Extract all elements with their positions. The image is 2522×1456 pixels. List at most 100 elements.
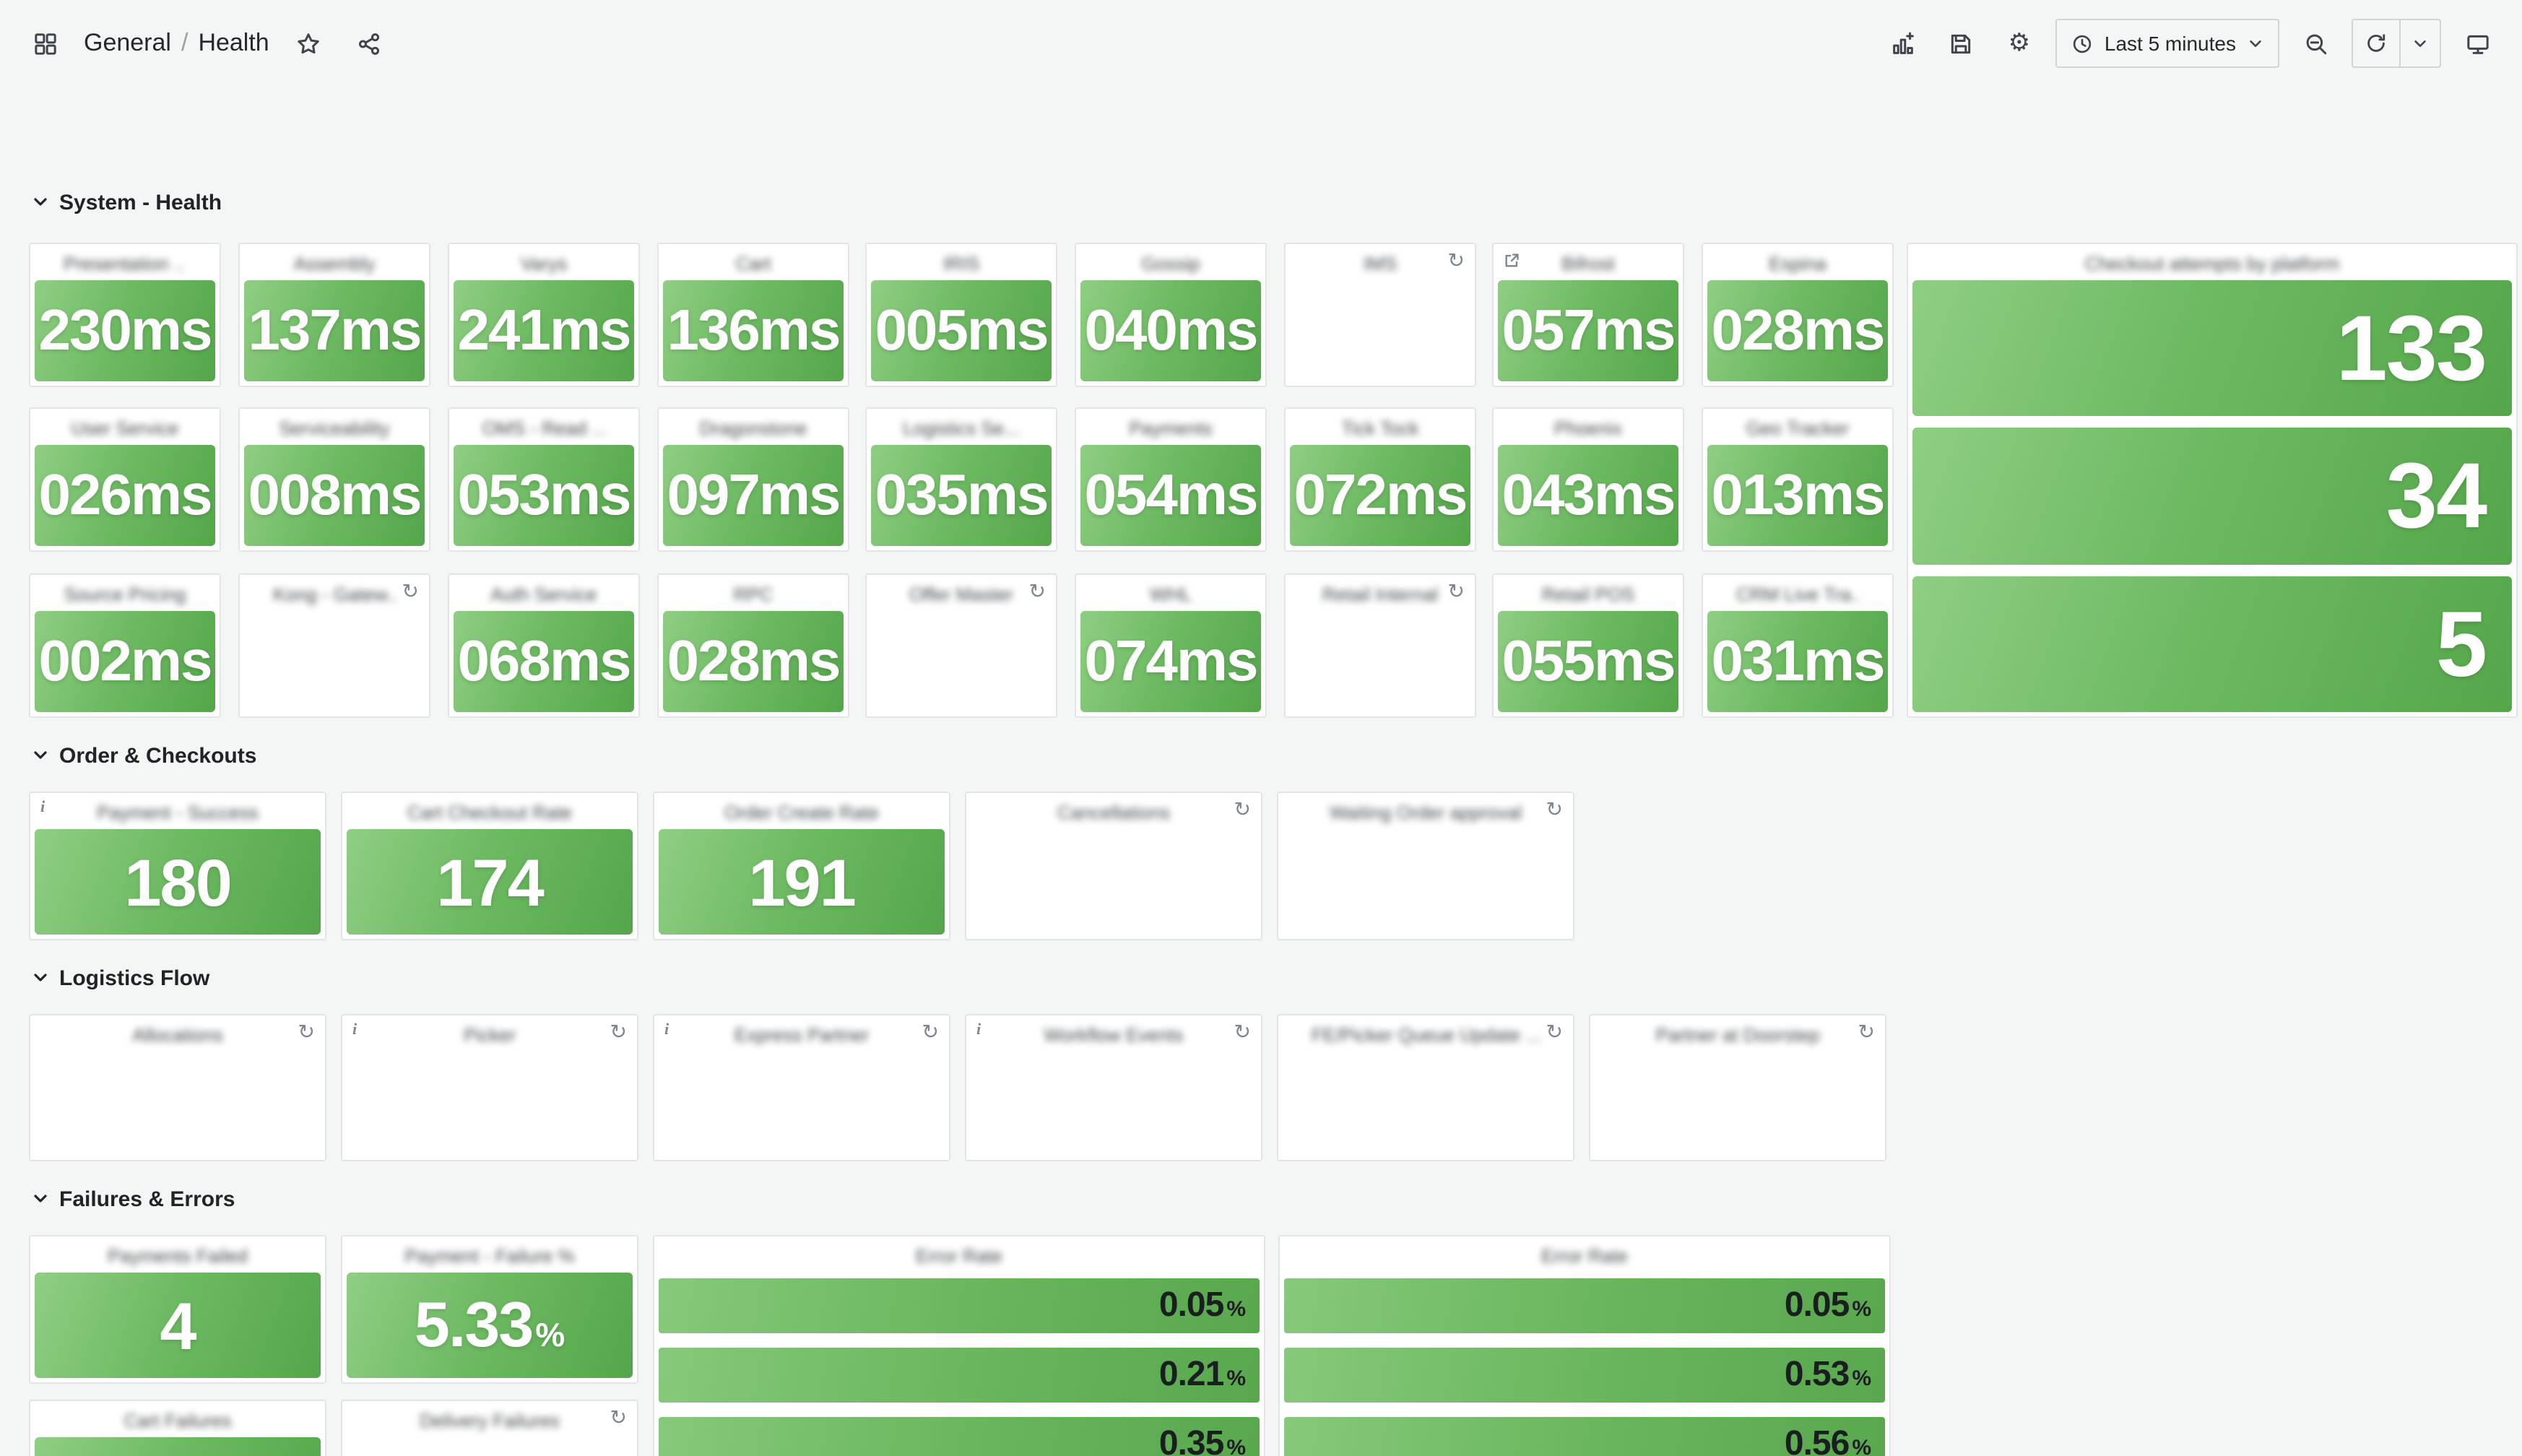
panel-title[interactable]: Delivery Failures [420, 1410, 560, 1431]
panel-title[interactable]: Offer Master [909, 584, 1013, 605]
panel-title[interactable]: Express Partner [734, 1024, 870, 1046]
stat-background: 5.33% [347, 1273, 633, 1378]
panel-title[interactable]: WHL [1150, 584, 1192, 605]
panel-title[interactable]: Partner at Doorstep [1655, 1024, 1820, 1046]
panel-title[interactable]: Serviceability [279, 417, 390, 439]
panel-refresh-icon[interactable]: ↻ [1234, 799, 1251, 822]
panel-body: 241ms [454, 280, 634, 381]
panel-title[interactable]: IRIS [942, 253, 980, 274]
bar-gauge-bar: 0.21% [659, 1348, 1260, 1403]
panel-body: 057ms [1498, 280, 1678, 381]
panel-refresh-icon[interactable]: ↻ [1234, 1021, 1251, 1044]
section-header[interactable]: System - Health [32, 186, 222, 218]
panel-title[interactable]: Varys [520, 253, 568, 274]
external-link-icon[interactable] [1504, 251, 1520, 274]
panel-title[interactable]: Auth Service [490, 584, 597, 605]
section-header[interactable]: Failures & Errors [32, 1183, 235, 1215]
panel-title[interactable]: CRM Live Tra... [1736, 584, 1859, 605]
stat-background: 035ms [871, 445, 1052, 546]
panel-body: 097ms [663, 445, 844, 546]
info-icon[interactable]: i [976, 1021, 982, 1039]
panel-title[interactable]: FE/Picker Queue Update ... [1312, 1024, 1540, 1046]
panel-title[interactable]: Retail Internal [1322, 584, 1439, 605]
panel: Geo Tracker 013ms [1702, 407, 1894, 552]
panel-title[interactable]: Retail POS [1541, 584, 1635, 605]
panel-title[interactable]: User Service [71, 417, 179, 439]
panel-refresh-icon[interactable]: ↻ [298, 1021, 315, 1044]
share-button[interactable] [347, 22, 391, 65]
panel-refresh-icon[interactable]: ↻ [610, 1407, 627, 1430]
panel-title[interactable]: IMS [1363, 253, 1398, 274]
section-header[interactable]: Logistics Flow [32, 962, 209, 994]
panel-title[interactable]: Payment - Failure % [404, 1245, 575, 1267]
chevron-down-icon [2414, 40, 2426, 47]
chevron-down-icon [34, 974, 47, 982]
panel-refresh-icon[interactable]: ↻ [1028, 581, 1046, 604]
refresh-dashboard-button[interactable] [2353, 20, 2399, 66]
dashboard-settings-button[interactable]: ⚙ [1998, 22, 2041, 65]
panel-title[interactable]: Payments [1129, 417, 1213, 439]
panel-title[interactable]: Error Rate [916, 1245, 1002, 1267]
panel-refresh-icon[interactable]: ↻ [1858, 1021, 1875, 1044]
panel-title[interactable]: Payments Failed [108, 1245, 248, 1267]
panel-title[interactable]: Picker [463, 1024, 516, 1046]
panel-title[interactable]: Waiting Order approval [1329, 802, 1522, 823]
panel-title[interactable]: Cart Checkout Rate [407, 802, 573, 823]
panel-title[interactable]: Espina [1769, 253, 1826, 274]
panel-refresh-icon[interactable]: ↻ [402, 581, 419, 604]
zoom-out-time-button[interactable] [2294, 22, 2337, 65]
panel-body: 035ms [871, 445, 1052, 546]
panel-body: 054ms [1080, 445, 1261, 546]
panel-title[interactable]: Workflow Events [1044, 1024, 1184, 1046]
panel-title[interactable]: Kong - Gatew... [273, 584, 396, 605]
panel-refresh-icon[interactable]: ↻ [1546, 799, 1563, 822]
stat-value: 137ms [248, 299, 422, 363]
breadcrumb-folder[interactable]: General [84, 29, 171, 56]
panel-title[interactable]: RPC [733, 584, 774, 605]
panel-title[interactable]: Assembly [293, 253, 376, 274]
panel-refresh-icon[interactable]: ↻ [1447, 581, 1465, 604]
panel-title[interactable]: OMS - Read ... [482, 417, 605, 439]
panel-title[interactable]: Payment - Success [97, 802, 259, 823]
bar-gauge-unit: % [1226, 1366, 1246, 1391]
panel-title[interactable]: Order Create Rate [724, 802, 879, 823]
panel: Dragonstone 097ms [657, 407, 849, 552]
time-range-picker[interactable]: Last 5 minutes [2055, 19, 2279, 68]
panel-title[interactable]: Source Pricing [64, 584, 186, 605]
cycle-view-mode-button[interactable] [2456, 22, 2499, 65]
panel: ↻ Cancellations [965, 792, 1262, 940]
panel-refresh-icon[interactable]: ↻ [922, 1021, 939, 1044]
mega-menu-button[interactable] [23, 22, 66, 65]
panel-title[interactable]: Cancellations [1057, 802, 1171, 823]
panel-title[interactable]: Geo Tracker [1746, 417, 1850, 439]
save-dashboard-button[interactable] [1940, 22, 1983, 65]
panel-title[interactable]: Presentation ... [64, 253, 186, 274]
panel-refresh-icon[interactable]: ↻ [1447, 250, 1465, 273]
panel-title[interactable]: Cart Failures [124, 1410, 232, 1431]
favorite-button[interactable] [287, 22, 330, 65]
panel-title[interactable]: Checkout attempts by platform [2084, 253, 2340, 274]
panel-title[interactable]: Phoenix [1554, 417, 1622, 439]
info-icon[interactable]: i [352, 1021, 358, 1039]
clock-icon [2073, 34, 2092, 53]
panel-title[interactable]: Tick Tock [1341, 417, 1419, 439]
panel-title[interactable]: Error Rate [1541, 1245, 1628, 1267]
panel-refresh-icon[interactable]: ↻ [1546, 1021, 1563, 1044]
panel-title[interactable]: Logistics Se... [903, 417, 1020, 439]
breadcrumb-page[interactable]: Health [198, 29, 269, 56]
panel-refresh-icon[interactable]: ↻ [610, 1021, 627, 1044]
panel-title[interactable]: Gossip [1141, 253, 1200, 274]
panel-title[interactable]: Cart [735, 253, 771, 274]
panel-body [971, 1052, 1257, 1156]
bar-gauge-value: 0.53 [1784, 1355, 1850, 1394]
refresh-interval-dropdown[interactable] [2399, 20, 2440, 66]
panel-title[interactable]: Allocations [132, 1024, 223, 1046]
panel-title[interactable]: Bifrost [1561, 253, 1615, 274]
info-icon[interactable]: i [664, 1021, 670, 1039]
panel-title[interactable]: Dragonstone [699, 417, 807, 439]
stat-background: 241ms [454, 280, 634, 381]
info-icon[interactable]: i [40, 799, 46, 816]
section-header[interactable]: Order & Checkouts [32, 740, 256, 771]
add-panel-button[interactable] [1882, 22, 1925, 65]
